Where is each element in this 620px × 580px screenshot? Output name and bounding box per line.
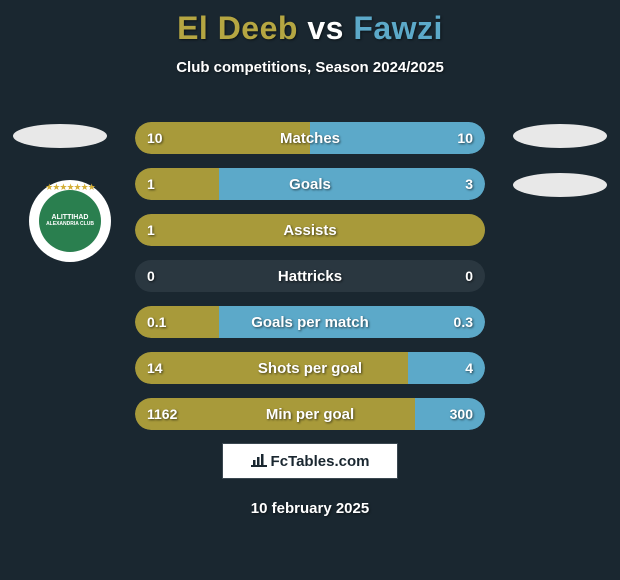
player1-name: El Deeb (177, 10, 298, 46)
stat-value-left: 10 (147, 122, 163, 154)
club-stars-icon: ★★★★★★★ (45, 182, 94, 193)
player2-name: Fawzi (353, 10, 443, 46)
stat-row: 13Goals (135, 168, 485, 200)
bar-left (135, 352, 408, 384)
stat-value-right: 0.3 (454, 306, 473, 338)
chart-icon (251, 453, 267, 470)
right-placeholder-ellipse-2 (513, 173, 607, 197)
stat-value-left: 1162 (147, 398, 177, 430)
stat-value-left: 1 (147, 168, 155, 200)
subtitle: Club competitions, Season 2024/2025 (0, 59, 620, 76)
comparison-infographic: El Deeb vs Fawzi Club competitions, Seas… (0, 0, 620, 580)
stat-value-left: 14 (147, 352, 163, 384)
stats-bars-area: 1010Matches13Goals1Assists00Hattricks0.1… (135, 122, 485, 444)
stat-label: Hattricks (135, 260, 485, 292)
stat-value-right: 10 (457, 122, 473, 154)
stat-value-right: 3 (465, 168, 473, 200)
page-title: El Deeb vs Fawzi (0, 0, 620, 47)
vs-text: vs (307, 10, 344, 46)
site-badge: FcTables.com (222, 443, 398, 479)
left-placeholder-ellipse (13, 124, 107, 148)
stat-row: 0.10.3Goals per match (135, 306, 485, 338)
stat-value-right: 4 (465, 352, 473, 384)
bar-left (135, 214, 485, 246)
stat-value-right: 300 (450, 398, 473, 430)
stat-row: 1162300Min per goal (135, 398, 485, 430)
bar-right (219, 168, 485, 200)
stat-value-left: 1 (147, 214, 155, 246)
bar-right (219, 306, 485, 338)
stat-row: 0 0Hattricks (135, 260, 485, 292)
stat-row: 144Shots per goal (135, 352, 485, 384)
club-badge: ★★★★★★★ ALITTIHAD ALEXANDRIA CLUB (29, 180, 111, 262)
site-name: FcTables.com (271, 453, 370, 470)
stat-value-right: 0 (465, 260, 473, 292)
right-placeholder-ellipse-1 (513, 124, 607, 148)
stat-value-left: 0 (147, 260, 155, 292)
footer-date: 10 february 2025 (0, 500, 620, 517)
stat-row: 1Assists (135, 214, 485, 246)
stat-row: 1010Matches (135, 122, 485, 154)
club-name-line2: ALEXANDRIA CLUB (46, 222, 94, 228)
stat-value-left: 0.1 (147, 306, 166, 338)
bar-right (408, 352, 485, 384)
club-badge-inner: ★★★★★★★ ALITTIHAD ALEXANDRIA CLUB (39, 190, 101, 252)
